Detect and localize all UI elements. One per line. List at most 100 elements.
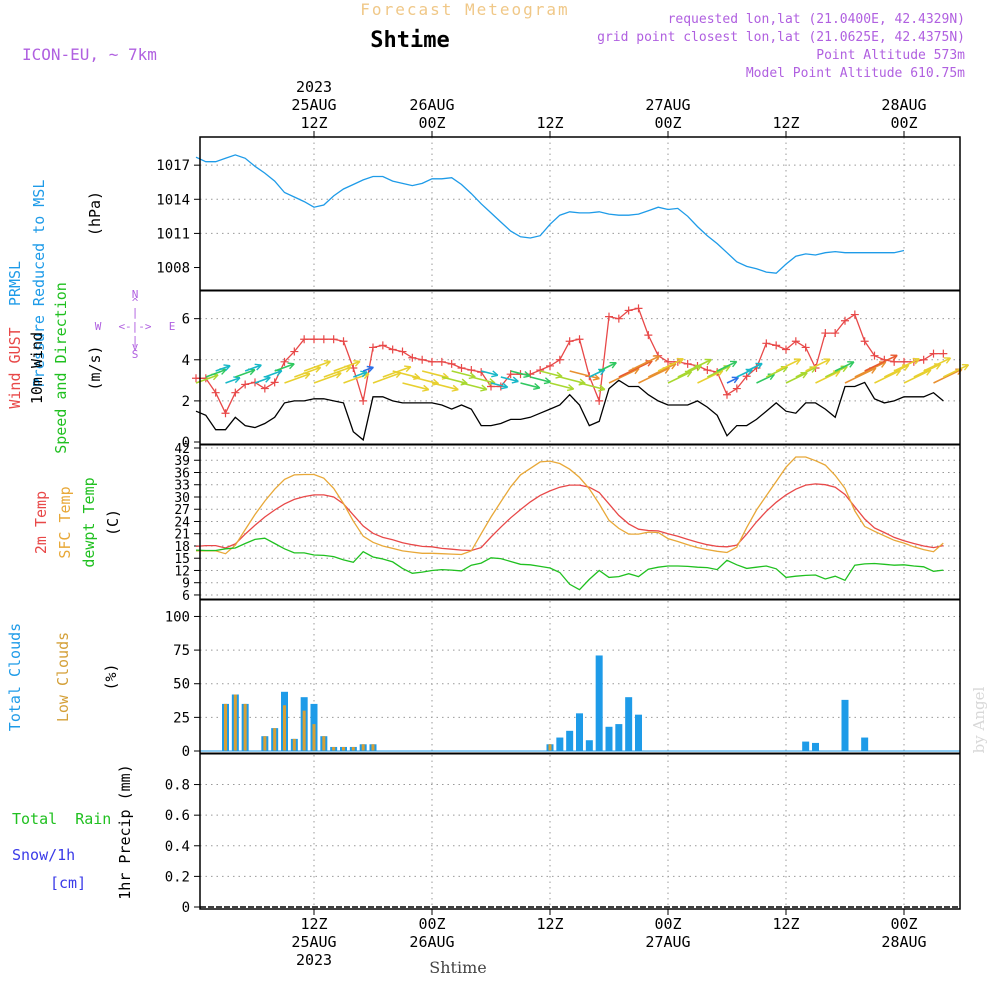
wind-arrow-head xyxy=(533,383,541,391)
wind-direction-arrow xyxy=(805,358,831,372)
top-time-label: 25AUG xyxy=(291,96,336,114)
precip-ticks: 0 0.2 0.4 0.6 0.8 xyxy=(165,778,200,916)
wind-direction-arrow xyxy=(647,362,677,378)
gust-point-marker xyxy=(369,343,377,352)
top-time-label: 26AUG xyxy=(409,96,454,114)
wind-arrow-head xyxy=(323,359,331,367)
series-line-10m-wind xyxy=(195,379,944,442)
wind-direction-arrow xyxy=(706,365,731,378)
gust-point-marker xyxy=(595,396,604,405)
low-cloud-bar xyxy=(332,746,336,751)
series-line-sfc-temp xyxy=(196,456,944,556)
total-cloud-bar xyxy=(625,697,633,751)
gust-point-marker xyxy=(634,304,643,313)
point-altitude: Point Altitude 573m xyxy=(816,48,965,63)
total-cloud-bar xyxy=(812,742,819,751)
temperature-labels: 2m Temp SFC Temp dewpt Temp (C) xyxy=(32,477,122,567)
y-tick-label: 33 xyxy=(174,479,190,494)
wind-arrow-head xyxy=(652,355,661,362)
gust-point-marker xyxy=(359,396,368,405)
gust-point-marker xyxy=(398,347,407,356)
legend-snow-unit: [cm] xyxy=(50,874,86,892)
panel-axis-label: Speed and Direction xyxy=(52,282,70,454)
gust-point-marker xyxy=(270,378,279,387)
bottom-time-label: 28AUG xyxy=(881,933,926,951)
wind-direction-arrow xyxy=(471,376,496,384)
low-cloud-bar xyxy=(322,736,326,751)
wind-direction-arrow xyxy=(441,376,468,385)
precip-grid xyxy=(200,755,960,909)
pressure-labels: PRMSL Pressure Reduced to MSL (hPa) xyxy=(6,180,104,388)
wind-direction-arrow xyxy=(294,366,321,378)
clouds-ticks: 0 25 50 75 100 xyxy=(165,609,200,760)
temperature-grid xyxy=(200,446,960,599)
series-line-wind-gust xyxy=(196,307,944,415)
gust-point-marker xyxy=(801,343,810,352)
gust-point-marker xyxy=(703,366,712,375)
panel-axis-label: Total Clouds xyxy=(6,623,24,731)
wind-direction-arrow xyxy=(569,370,600,380)
wind-direction-arrow xyxy=(638,367,670,384)
wind-arrow-head xyxy=(523,371,531,379)
model-label: ICON-EU, ~ 7km xyxy=(22,45,157,64)
gust-point-marker xyxy=(231,388,240,397)
panel-axis-label: 1hr Precip (mm) xyxy=(116,764,134,899)
clouds-panel: 0 25 50 75 100 Total Clouds Low Clouds (%) xyxy=(6,601,960,760)
wind-arrow-head xyxy=(353,359,361,367)
gust-point-marker xyxy=(310,335,318,344)
pressure-panel: 1008 1011 1014 1017 PRMSL Pressure Reduced t… xyxy=(6,137,960,387)
y-tick-label: 6 xyxy=(182,589,190,604)
low-cloud-bar xyxy=(224,703,227,751)
gust-point-marker xyxy=(280,357,289,366)
total-cloud-bar xyxy=(585,740,593,751)
wind-arrow-head xyxy=(500,382,509,390)
pressure-marks xyxy=(195,154,905,274)
y-tick-label: 0.4 xyxy=(165,839,190,855)
outer-frame xyxy=(199,136,961,910)
panel-axis-label: (%) xyxy=(102,663,120,690)
total-cloud-bar xyxy=(802,741,810,751)
panel-axis-label: (C) xyxy=(104,509,122,536)
wind-arrow-head xyxy=(793,358,802,365)
wind-direction-arrow xyxy=(765,366,788,378)
wind-direction-arrow xyxy=(746,362,763,372)
y-tick-label: 1014 xyxy=(156,192,190,208)
gust-point-marker xyxy=(929,349,938,358)
gust-point-marker xyxy=(388,345,397,354)
panel-axis-label: Low Clouds xyxy=(54,632,72,722)
clouds-marks xyxy=(200,655,960,752)
bottom-time-label: 12Z xyxy=(772,915,799,933)
gust-point-marker xyxy=(418,355,427,364)
wind-arrow-head xyxy=(755,362,763,370)
wind-arrow-head xyxy=(491,370,499,378)
wind-direction-arrow xyxy=(716,360,738,372)
y-tick-label: 0.6 xyxy=(165,808,190,824)
gust-point-marker xyxy=(723,390,731,399)
wind-arrow-head xyxy=(366,365,374,373)
wind-arrow-head xyxy=(729,360,738,368)
bottom-time-label: 26AUG xyxy=(409,933,454,951)
y-tick-label: 9 xyxy=(182,577,190,592)
wind-direction-arrow xyxy=(461,382,488,391)
wind-direction-arrow xyxy=(785,372,808,384)
wind-ticks: 0 2 4 6 xyxy=(182,312,200,451)
wind-arrow-head xyxy=(422,384,430,392)
bottom-time-label: 12Z xyxy=(300,915,327,933)
gust-point-marker xyxy=(319,335,328,344)
wind-direction-arrow xyxy=(490,382,508,389)
gust-point-marker xyxy=(772,341,781,350)
compass-arrow-line-s: | xyxy=(132,334,139,347)
y-tick-label: 42 xyxy=(174,442,190,457)
y-tick-label: 4 xyxy=(182,353,190,369)
gust-point-marker xyxy=(290,347,299,356)
panel-axis-label: dewpt Temp xyxy=(80,477,98,567)
wind-direction-arrow xyxy=(500,376,519,383)
panel-axis-label: Wind GUST xyxy=(6,327,24,408)
panel-axis-label: (hPa) xyxy=(86,191,104,236)
wind-arrow-head xyxy=(890,354,898,362)
wind-direction-arrow xyxy=(608,367,640,384)
wind-direction-arrow xyxy=(687,358,712,372)
wind-direction-arrow xyxy=(402,382,429,391)
pressure-ticks: 1008 1011 1014 1017 xyxy=(156,158,200,277)
